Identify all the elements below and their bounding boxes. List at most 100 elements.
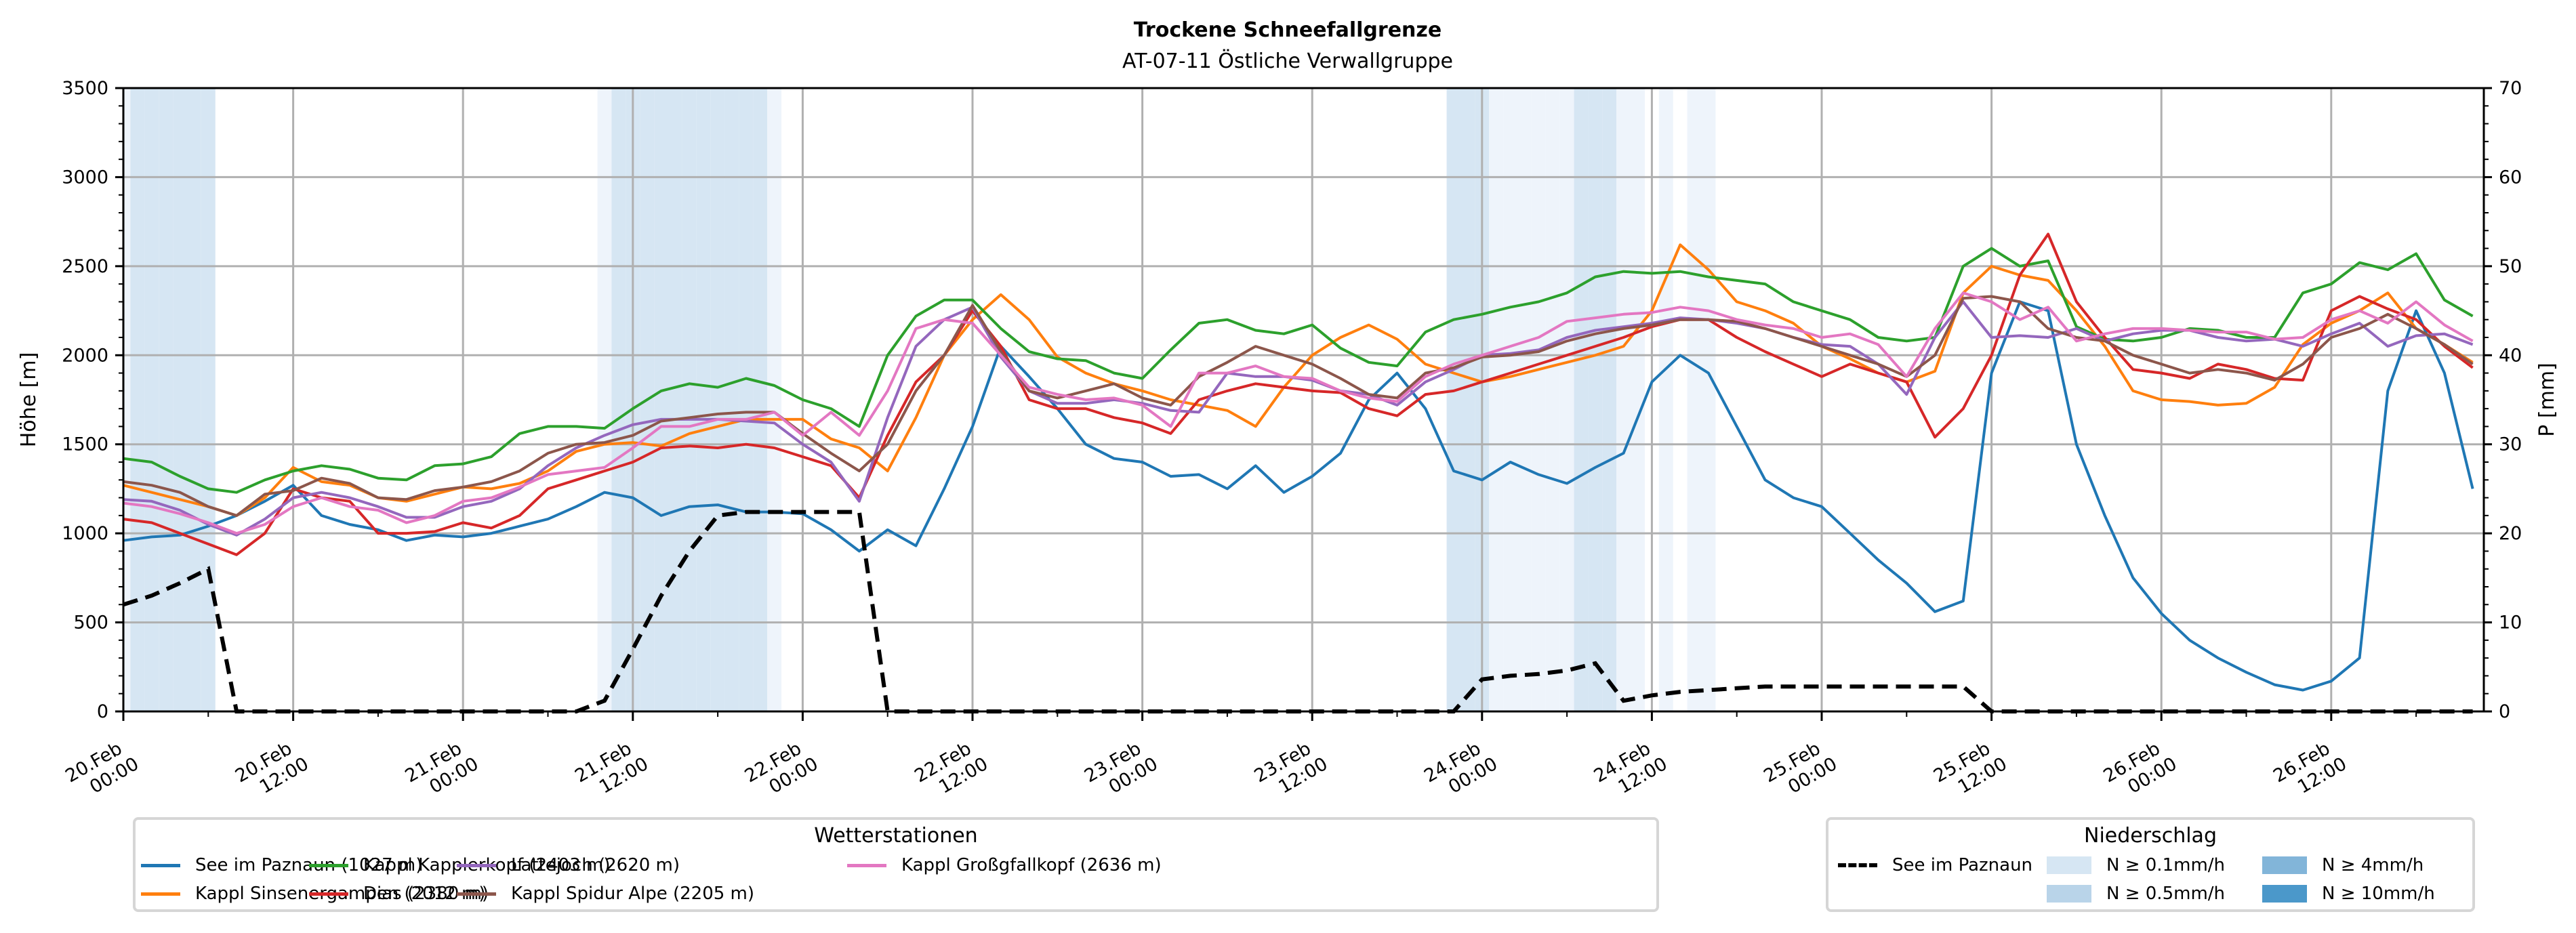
precip-band (1631, 88, 1645, 711)
y-tick-label-left: 3000 (62, 167, 108, 188)
legend-box-swatch (2262, 856, 2307, 874)
precip-band (767, 88, 782, 711)
y-axis-label-right: P [mm] (2535, 362, 2559, 436)
precip-band (682, 88, 697, 711)
precip-band (173, 88, 187, 711)
precip-band (1701, 88, 1716, 711)
precip-band (696, 88, 711, 711)
precip-band (1687, 88, 1702, 711)
y-tick-label-left: 1000 (62, 523, 108, 544)
precip-band (1460, 88, 1475, 711)
legend-label: N ≥ 4mm/h (2322, 855, 2424, 875)
legend-item-kappl-spidur-alpe: Kappl Spidur Alpe (2205 m) (457, 884, 754, 904)
legend-swatch (309, 892, 348, 896)
precip-band (668, 88, 682, 711)
precip-band (753, 88, 768, 711)
plot-frame (122, 87, 2485, 713)
precip-band (201, 88, 216, 711)
y-tick-label-left: 2000 (62, 345, 108, 366)
y-tick-label-left: 3500 (62, 78, 108, 99)
legend-swatch (141, 892, 180, 896)
legend-item-precip-4: N ≥ 4mm/h (2262, 855, 2424, 875)
legend-box-swatch (2262, 885, 2307, 903)
legend-precipitation: Niederschlag See im Paznaun N ≥ 0.1mm/h … (1826, 817, 2475, 912)
precip-band (1574, 88, 1589, 711)
series-line (123, 247, 2474, 494)
legend-label: Lattejoch (2620 m) (511, 855, 680, 875)
series-line (123, 295, 2474, 517)
legend-box-swatch (2047, 885, 2091, 903)
precip-band (1531, 88, 1546, 711)
legend-label: Kappl Großgfallkopf (2636 m) (901, 855, 1162, 875)
legend-swatch (847, 863, 886, 867)
y-tick-label-right: 40 (2499, 345, 2522, 366)
precip-band (597, 88, 612, 711)
grid-lines (123, 88, 2484, 711)
legend-label: Kappl Spidur Alpe (2205 m) (511, 884, 755, 904)
observed-snowline-dashed (123, 510, 2473, 713)
y-tick-label-right: 10 (2499, 613, 2522, 634)
legend-swatch (457, 863, 496, 867)
chart-title: Trockene Schneefallgrenze (1134, 18, 1442, 42)
precip-band (144, 88, 159, 711)
precip-band (1545, 88, 1560, 711)
y-tick-label-right: 70 (2499, 78, 2522, 99)
legend-item-precip-05: N ≥ 0.5mm/h (2047, 884, 2225, 904)
legend-label: See im Paznaun (1892, 855, 2033, 875)
precip-band (1489, 88, 1504, 711)
precip-band (130, 88, 145, 711)
y-axis-label-left: Höhe [m] (17, 352, 41, 448)
precip-band (654, 88, 669, 711)
legend-stations: Wetterstationen See im Paznaun (1027 m) … (133, 817, 1659, 912)
legend-item-lattejoch: Lattejoch (2620 m) (457, 855, 680, 875)
precip-band (1602, 88, 1617, 711)
precip-band (186, 88, 201, 711)
precipitation-bands (123, 88, 1716, 711)
chart-subtitle: AT-07-11 Östliche Verwallgruppe (1122, 49, 1453, 73)
y-tick-label-left: 2500 (62, 256, 108, 277)
legend-item-precip-10: N ≥ 10mm/h (2262, 884, 2435, 904)
axes: 0 500 1000 1500 2000 2500 3000 3500 0 10 20 30 40 50 6… (62, 78, 2522, 798)
series-line (123, 300, 2474, 692)
legend-stations-title: Wetterstationen (814, 824, 978, 848)
legend-swatch (141, 863, 180, 867)
precip-band (1559, 88, 1574, 711)
legend-swatch (309, 863, 348, 867)
legend-dash-swatch (1838, 863, 1877, 867)
legend-box-swatch (2047, 856, 2091, 874)
precip-band (1588, 88, 1603, 711)
precip-band (123, 88, 131, 711)
y-tick-label-right: 60 (2499, 167, 2522, 188)
precip-band (739, 88, 754, 711)
y-tick-label-left: 500 (73, 613, 108, 634)
y-tick-label-right: 0 (2499, 701, 2510, 722)
y-tick-label-left: 1500 (62, 434, 108, 455)
y-tick-label-right: 30 (2499, 434, 2522, 455)
legend-item-see-im-paznaun: See im Paznaun (1027 m) (141, 855, 422, 875)
legend-precip-title: Niederschlag (2084, 824, 2217, 848)
precip-band (1616, 88, 1631, 711)
precip-band (1446, 88, 1461, 711)
series-lines (123, 232, 2474, 713)
series-line (123, 232, 2474, 556)
legend-label: See im Paznaun (1027 m) (195, 855, 423, 875)
y-tick-label-left: 0 (97, 701, 108, 722)
y-tick-label-right: 50 (2499, 256, 2522, 277)
legend-swatch (457, 892, 496, 896)
precip-band (1503, 88, 1518, 711)
legend-item-precip-01: N ≥ 0.1mm/h (2047, 855, 2225, 875)
precip-band (724, 88, 739, 711)
series-line (123, 291, 2474, 535)
